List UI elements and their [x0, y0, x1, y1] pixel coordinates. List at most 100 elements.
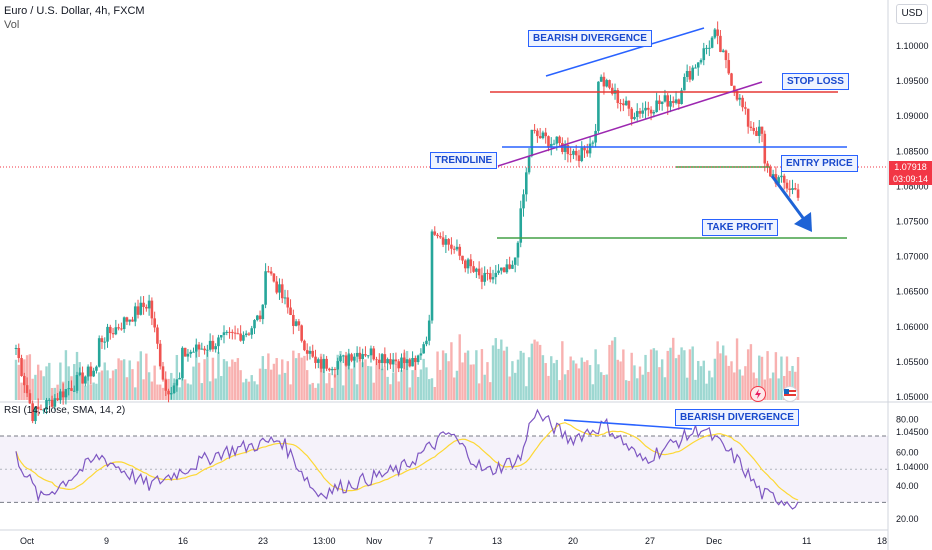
candle[interactable] [572, 148, 575, 160]
candle[interactable] [547, 135, 550, 152]
candle[interactable] [325, 355, 328, 372]
candle[interactable] [727, 53, 731, 75]
candle[interactable] [167, 388, 170, 403]
rsi-pane[interactable] [0, 408, 888, 510]
candle[interactable] [255, 314, 259, 322]
candle[interactable] [242, 331, 245, 344]
candle[interactable] [796, 183, 800, 201]
currency-button[interactable]: USD [896, 4, 928, 24]
candle[interactable] [688, 66, 692, 83]
candle[interactable] [161, 361, 165, 382]
candle[interactable] [372, 345, 376, 361]
candle[interactable] [103, 337, 107, 350]
down-arrow[interactable] [770, 175, 808, 223]
candle[interactable] [328, 367, 331, 372]
candle[interactable] [477, 261, 481, 279]
candle[interactable] [427, 314, 431, 346]
candle[interactable] [669, 94, 672, 113]
candle[interactable] [674, 91, 678, 105]
candle[interactable] [275, 275, 278, 295]
candle[interactable] [694, 64, 697, 69]
candle[interactable] [782, 173, 786, 190]
candle[interactable] [183, 347, 187, 357]
candle[interactable] [524, 167, 528, 202]
rsi-bearish-divergence-label[interactable]: BEARISH DIVERGENCE [675, 409, 799, 426]
candle[interactable] [619, 99, 622, 112]
candle[interactable] [164, 371, 168, 396]
candle[interactable] [355, 346, 359, 363]
candle[interactable] [156, 324, 159, 350]
candle[interactable] [314, 349, 317, 369]
candle[interactable] [705, 44, 708, 55]
trendline-label[interactable]: TRENDLINE [430, 152, 498, 169]
candle[interactable] [81, 366, 84, 384]
candle[interactable] [72, 385, 76, 392]
candle[interactable] [635, 103, 639, 123]
candle[interactable] [536, 128, 539, 143]
candle[interactable] [84, 375, 87, 387]
candle[interactable] [20, 354, 23, 377]
candle[interactable] [286, 290, 290, 314]
candle[interactable] [450, 237, 453, 255]
candle[interactable] [361, 348, 364, 368]
candle[interactable] [691, 65, 694, 81]
candle[interactable] [208, 333, 212, 352]
candle[interactable] [508, 256, 511, 270]
entry-price-label[interactable]: ENTRY PRICE [781, 155, 858, 172]
candle[interactable] [680, 87, 683, 105]
candle[interactable] [463, 259, 467, 273]
candle[interactable] [749, 120, 753, 132]
candle[interactable] [741, 95, 744, 112]
candle[interactable] [599, 74, 603, 82]
candle[interactable] [622, 98, 625, 112]
take-profit-label[interactable]: TAKE PROFIT [702, 219, 778, 236]
candle[interactable] [311, 344, 315, 359]
candle[interactable] [608, 79, 611, 90]
candle[interactable] [577, 149, 581, 168]
candle[interactable] [239, 325, 242, 342]
candle[interactable] [552, 139, 556, 146]
candle[interactable] [755, 127, 758, 137]
candle[interactable] [244, 330, 248, 338]
candle[interactable] [683, 73, 686, 91]
candle[interactable] [278, 278, 281, 300]
candle[interactable] [472, 261, 475, 273]
candle[interactable] [247, 332, 251, 336]
candle[interactable] [219, 334, 223, 341]
candle[interactable] [793, 182, 797, 191]
candle[interactable] [405, 359, 409, 371]
candle[interactable] [522, 189, 525, 217]
candle[interactable] [272, 273, 276, 283]
candle[interactable] [447, 238, 450, 251]
candle[interactable] [250, 325, 254, 339]
candle[interactable] [530, 129, 534, 158]
candle[interactable] [638, 107, 642, 119]
candle[interactable] [39, 404, 43, 411]
candle[interactable] [70, 380, 73, 392]
candle[interactable] [23, 372, 26, 393]
candle[interactable] [713, 27, 717, 40]
candle[interactable] [289, 299, 292, 316]
candle[interactable] [25, 377, 29, 397]
candle[interactable] [128, 319, 132, 326]
candle[interactable] [139, 296, 143, 316]
candle[interactable] [280, 278, 284, 304]
candle[interactable] [378, 353, 381, 370]
candle[interactable] [716, 21, 719, 45]
candle[interactable] [566, 137, 570, 163]
candle[interactable] [350, 352, 353, 363]
candle[interactable] [386, 357, 389, 371]
candle[interactable] [466, 257, 470, 274]
candle[interactable] [56, 392, 59, 402]
candle[interactable] [641, 102, 645, 118]
candle[interactable] [414, 355, 417, 371]
candle[interactable] [383, 347, 387, 367]
candle[interactable] [455, 239, 459, 252]
candle[interactable] [660, 101, 664, 111]
candle[interactable] [769, 164, 772, 177]
candle[interactable] [145, 304, 148, 312]
candles[interactable] [14, 21, 800, 425]
candle[interactable] [724, 49, 728, 69]
candle[interactable] [108, 324, 112, 340]
candle[interactable] [153, 311, 156, 333]
